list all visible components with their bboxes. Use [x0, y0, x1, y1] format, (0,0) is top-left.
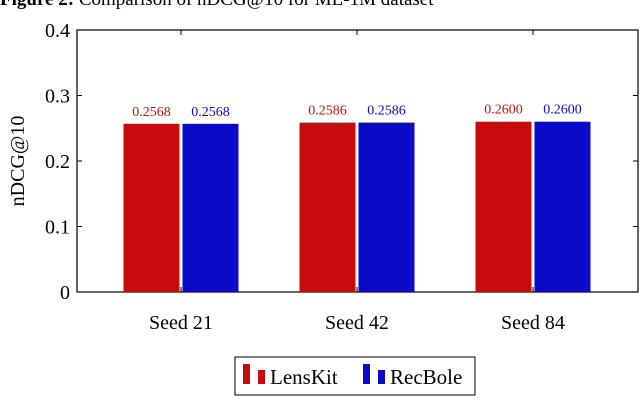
data-label: 0.2568	[132, 105, 171, 120]
x-tick-label: Seed 42	[325, 312, 389, 334]
figure-caption: Comparison of nDCG@10 for ML-1M dataset	[79, 0, 434, 10]
legend-box	[234, 356, 476, 396]
bar-lenskit	[299, 122, 356, 292]
y-tick-label: 0.2	[45, 151, 70, 173]
data-label: 0.2586	[367, 104, 406, 119]
data-label: 0.2568	[191, 105, 230, 120]
y-tick-label: 0.3	[45, 86, 70, 108]
legend-swatch	[363, 364, 370, 384]
legend-swatch	[378, 370, 385, 384]
y-tick-label: 0.1	[45, 217, 70, 239]
legend-swatch	[258, 370, 265, 384]
legend-label: RecBole	[390, 365, 462, 389]
data-label: 0.2600	[543, 103, 582, 118]
data-label: 0.2600	[484, 103, 523, 118]
figure-title: Figure 2: Comparison of nDCG@10 for ML-1…	[0, 0, 434, 11]
legend-swatch	[243, 364, 250, 384]
y-tick-label: 0	[60, 282, 70, 304]
bar-lenskit	[475, 121, 532, 292]
y-tick-label: 0.4	[45, 20, 70, 42]
y-axis-label: nDCG@10	[7, 116, 29, 207]
data-label: 0.2586	[308, 104, 347, 119]
figure-label: Figure 2:	[0, 0, 74, 10]
bar-recbole	[182, 123, 239, 293]
x-tick-label: Seed 84	[501, 312, 565, 334]
bar-lenskit	[123, 123, 180, 293]
legend-label: LensKit	[270, 365, 338, 389]
bar-recbole	[358, 122, 415, 292]
bar-recbole	[534, 121, 591, 292]
x-tick-label: Seed 21	[149, 312, 213, 334]
